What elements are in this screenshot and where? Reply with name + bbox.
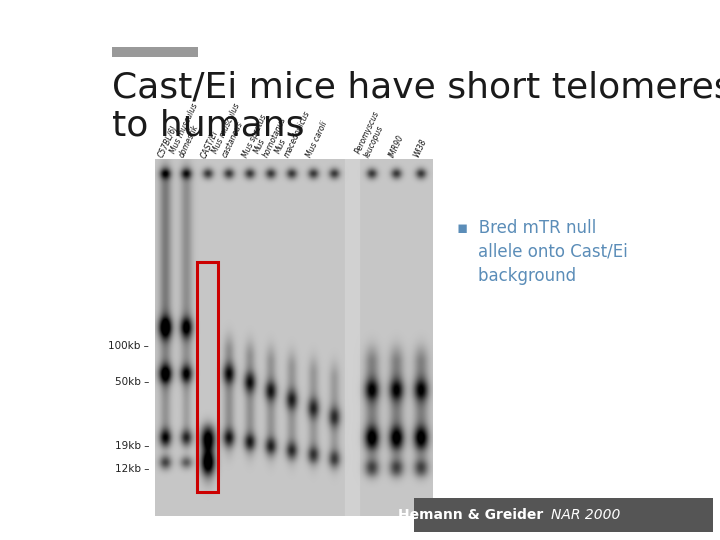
Text: Hemann & Greider: Hemann & Greider xyxy=(398,508,549,522)
Text: Mus caroli: Mus caroli xyxy=(305,120,329,159)
Text: Peromyscus
leucopus: Peromyscus leucopus xyxy=(354,109,390,159)
Text: C57BL/6J: C57BL/6J xyxy=(157,124,179,159)
Text: NAR 2000: NAR 2000 xyxy=(552,508,621,522)
Text: Mus
hornotanus: Mus hornotanus xyxy=(253,112,289,159)
Text: WI38: WI38 xyxy=(412,138,428,159)
Text: Mus
macedonicus: Mus macedonicus xyxy=(274,105,312,159)
Text: Mus spretus: Mus spretus xyxy=(241,113,269,159)
Text: Mus musculus
castaneus: Mus musculus castaneus xyxy=(211,102,251,159)
Text: CAST/Ei: CAST/Ei xyxy=(199,129,220,159)
Bar xyxy=(197,262,218,492)
Text: Cast/Ei mice have short telomeres similar
to humans: Cast/Ei mice have short telomeres simila… xyxy=(112,70,720,142)
Bar xyxy=(112,47,198,57)
Text: 19kb –: 19kb – xyxy=(114,441,149,451)
Text: IMR90: IMR90 xyxy=(387,134,405,159)
Text: 12kb –: 12kb – xyxy=(114,464,149,474)
Text: 100kb –: 100kb – xyxy=(108,341,149,352)
Text: 50kb –: 50kb – xyxy=(114,377,149,387)
Text: Mus musculus
domestik: Mus musculus domestik xyxy=(168,102,209,159)
Text: ▪  Bred mTR null
    allele onto Cast/Ei
    background: ▪ Bred mTR null allele onto Cast/Ei back… xyxy=(457,219,628,285)
